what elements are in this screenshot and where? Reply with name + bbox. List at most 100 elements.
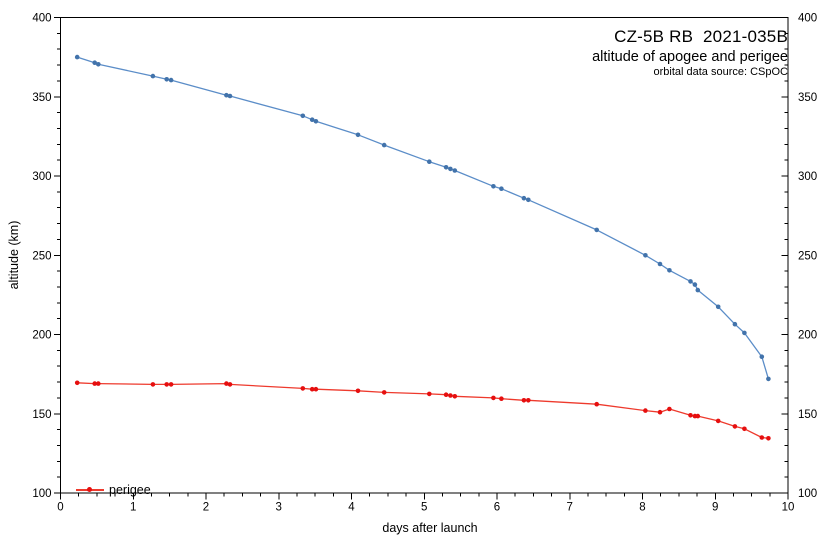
apogee-data-point	[766, 376, 771, 382]
x-tick-label: 6	[494, 502, 500, 514]
apogee-data-point	[96, 62, 101, 67]
apogee-data-point	[643, 253, 648, 258]
x-tick-label: 5	[421, 502, 427, 514]
plot-frame	[60, 17, 789, 494]
apogee-data-point	[381, 142, 387, 148]
perigee-data-point	[657, 409, 663, 415]
y-tick-label-left: 300	[32, 171, 51, 183]
perigee-series	[74, 380, 771, 441]
x-tick-label: 4	[348, 502, 355, 514]
x-tick-label: 1	[130, 502, 136, 514]
perigee-data-point	[427, 391, 432, 397]
perigee-data-point	[688, 413, 693, 418]
apogee-data-point	[594, 227, 599, 233]
y-tick-label-right: 100	[798, 488, 817, 500]
x-tick-label: 8	[639, 502, 645, 514]
apogee-data-point	[150, 73, 156, 79]
apogee-line	[77, 56, 770, 380]
legend-label-perigee: perigee	[109, 482, 151, 497]
perigee-data-point	[355, 388, 361, 394]
apogee-data-point	[695, 287, 701, 293]
y-tick-label-right: 350	[798, 92, 817, 104]
apogee-data-point	[300, 113, 306, 119]
apogee-data-point	[742, 330, 747, 336]
apogee-data-point	[164, 77, 169, 82]
y-tick-label-left: 150	[32, 409, 51, 421]
chart-source-note: orbital data source: CSpOC	[653, 66, 788, 78]
perigee-data-point	[168, 382, 174, 387]
perigee-data-point	[74, 380, 80, 386]
perigee-data-point	[594, 401, 599, 407]
y-tick-label-left: 250	[32, 250, 51, 262]
perigee-data-point	[452, 394, 458, 399]
apogee-data-point	[667, 268, 672, 273]
perigee-data-point	[715, 418, 721, 424]
legend-label-apogee: apogee	[109, 544, 151, 548]
apogee-data-point	[732, 321, 738, 327]
x-tick-label: 0	[57, 502, 63, 514]
apogee-data-point	[74, 54, 80, 60]
perigee-data-point	[667, 406, 672, 412]
apogee-data-point	[224, 92, 229, 98]
perigee-data-point	[443, 392, 449, 398]
y-tick-label-right: 250	[798, 250, 817, 262]
x-tick-label: 9	[712, 502, 718, 514]
perigee-data-point	[742, 426, 747, 432]
apogee-series	[74, 54, 771, 382]
perigee-data-point	[96, 381, 101, 386]
perigee-data-point	[521, 398, 527, 403]
y-tick-label-left: 350	[32, 92, 51, 104]
apogee-data-point	[499, 186, 504, 191]
apogee-data-point	[92, 60, 97, 65]
legend: perigee apogee	[76, 441, 151, 548]
apogee-data-point	[657, 261, 663, 267]
apogee-data-point	[521, 195, 527, 201]
perigee-data-point	[695, 413, 701, 419]
y-tick-label-right: 200	[798, 330, 817, 342]
apogee-data-point	[491, 184, 496, 189]
y-tick-label-left: 200	[32, 330, 51, 342]
y-tick-label-left: 400	[32, 13, 51, 25]
apogee-data-point	[355, 132, 361, 138]
perigee-data-point	[313, 386, 319, 392]
perigee-data-point	[300, 386, 306, 391]
perigee-data-point	[227, 382, 233, 387]
apogee-data-point	[309, 117, 315, 122]
y-tick-label-right: 150	[798, 409, 817, 421]
apogee-data-point	[427, 159, 432, 164]
apogee-data-point	[448, 166, 453, 172]
chart-title: CZ-5B RB 2021-035B	[614, 27, 788, 46]
perigee-data-point	[499, 396, 504, 402]
perigee-data-point	[759, 435, 765, 440]
perigee-line-swatch	[76, 485, 104, 494]
perigee-data-point	[150, 382, 156, 387]
legend-item-perigee: perigee	[76, 477, 151, 502]
perigee-data-point	[766, 436, 771, 441]
apogee-data-point	[759, 354, 765, 360]
perigee-data-point	[381, 390, 387, 395]
perigee-line	[77, 382, 769, 439]
x-tick-label: 3	[276, 502, 282, 514]
apogee-data-point	[688, 279, 693, 284]
perigee-data-point	[224, 381, 229, 386]
apogee-data-point	[526, 197, 531, 203]
apogee-data-point	[715, 304, 721, 310]
apogee-data-point	[313, 119, 319, 124]
perigee-data-point	[164, 382, 169, 387]
x-tick-label: 7	[567, 502, 573, 514]
legend-item-apogee: apogee	[76, 538, 151, 548]
perigee-data-point	[643, 408, 648, 413]
perigee-data-point	[526, 398, 531, 403]
apogee-data-point	[227, 93, 233, 99]
perigee-marker-icon	[87, 487, 92, 492]
y-tick-label-right: 300	[798, 171, 817, 183]
x-tick-label: 2	[203, 502, 209, 514]
apogee-data-point	[168, 77, 174, 83]
perigee-data-point	[491, 395, 496, 401]
x-axis-label: days after launch	[382, 521, 478, 535]
chart-subtitle: altitude of apogee and perigee	[592, 49, 788, 65]
apogee-data-point	[443, 165, 449, 170]
y-tick-label-left: 100	[32, 488, 51, 500]
apogee-data-point	[452, 168, 458, 173]
